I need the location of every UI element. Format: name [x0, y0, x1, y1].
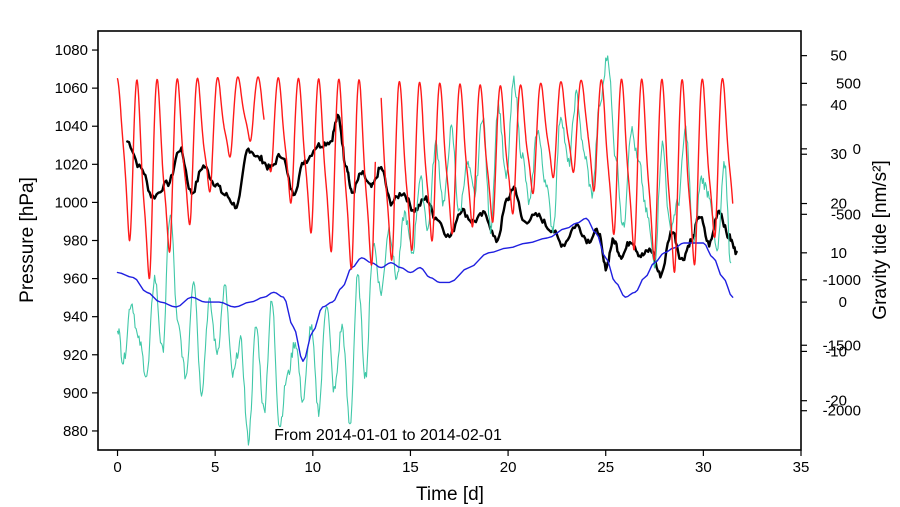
x-tick-label: 35 — [793, 459, 810, 476]
y-left-tick-label: 960 — [63, 271, 88, 288]
x-tick-label: 0 — [113, 459, 121, 476]
y-right-upper-tick-label: 40 — [830, 97, 847, 114]
y-right-upper-tick-label: 30 — [830, 146, 847, 163]
y-axis-left: 880 900 920 940 960 980 1000 1020 1040 1060 1080 — [55, 42, 98, 440]
y-axis-right-title: Gravity tide [nm/s²] — [870, 160, 891, 319]
y-axis-left-title: Pressure [hPa] — [17, 177, 38, 303]
series-theoretical-tide — [116, 76, 734, 280]
x-tick-label: 30 — [695, 459, 712, 476]
y-right-lower-tick-label: 0 — [853, 141, 861, 158]
y-axis-right-upper: -20 -10 0 10 20 30 40 50 — [801, 48, 847, 410]
x-tick-label: 5 — [211, 459, 219, 476]
y-left-tick-label: 920 — [63, 347, 88, 364]
y-right-lower-tick-label: -2000 — [823, 403, 861, 420]
y-right-lower-tick-label: -1000 — [823, 272, 861, 289]
y-left-tick-label: 940 — [63, 309, 88, 326]
y-left-tick-label: 1080 — [55, 42, 88, 59]
x-tick-label: 25 — [597, 459, 614, 476]
y-left-tick-label: 980 — [63, 233, 88, 250]
y-right-upper-tick-label: -10 — [825, 343, 847, 360]
y-left-tick-label: 900 — [63, 385, 88, 402]
y-axis-right-lower: -2000 -1500 -1000 -500 0 500 — [801, 75, 861, 420]
y-left-tick-label: 1020 — [55, 156, 88, 173]
y-left-tick-label: 880 — [63, 423, 88, 440]
y-left-tick-label: 1060 — [55, 80, 88, 97]
plot-area — [116, 55, 738, 446]
y-left-tick-label: 1000 — [55, 194, 88, 211]
y-right-upper-tick-label: 20 — [830, 196, 847, 213]
y-left-tick-label: 1040 — [55, 118, 88, 135]
series-pressure — [126, 113, 738, 279]
y-right-upper-tick-label: 0 — [839, 294, 847, 311]
y-right-upper-tick-label: 10 — [830, 245, 847, 262]
date-range-annotation: From 2014-01-01 to 2014-02-01 — [274, 427, 502, 444]
y-right-lower-tick-label: -1500 — [823, 337, 861, 354]
series-gravity-tide-smooth — [116, 217, 734, 362]
y-right-lower-tick-label: 500 — [836, 75, 861, 92]
y-right-upper-tick-label: -20 — [825, 393, 847, 410]
x-axis: 0 5 10 15 20 25 30 35 — [113, 450, 809, 476]
x-axis-title: Time [d] — [416, 484, 484, 505]
x-tick-label: 15 — [402, 459, 419, 476]
x-tick-label: 10 — [304, 459, 321, 476]
x-tick-label: 20 — [500, 459, 517, 476]
y-right-upper-tick-label: 50 — [830, 48, 847, 65]
series-gravity-residual — [116, 55, 732, 446]
y-right-lower-tick-label: -500 — [831, 206, 861, 223]
